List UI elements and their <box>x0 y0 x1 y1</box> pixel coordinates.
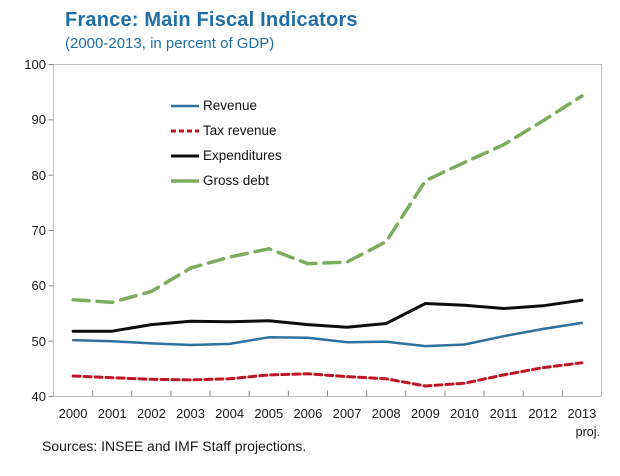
legend-label: Revenue <box>203 98 258 113</box>
legend-label: Expenditures <box>203 148 282 163</box>
x-axis-tick-label: 2001 <box>97 406 127 421</box>
plot-frame <box>53 64 602 397</box>
x-axis-tick-label: 2010 <box>450 406 479 421</box>
x-axis-tick-label: 2004 <box>215 406 245 421</box>
y-axis-tick-label: 60 <box>31 278 46 294</box>
chart-subtitle: (2000-2013, in percent of GDP) <box>65 35 275 52</box>
x-axis-tick-label: 2012 <box>528 406 558 421</box>
legend-label: Gross debt <box>203 173 270 188</box>
y-axis-tick-label: 50 <box>31 333 46 349</box>
y-axis-tick-label: 40 <box>31 389 46 404</box>
legend-item-expenditures: Expenditures <box>170 143 282 168</box>
legend-item-gross-debt: Gross debt <box>170 168 282 193</box>
series-line-expenditures <box>71 298 584 333</box>
series-line-tax-revenue <box>71 361 584 388</box>
y-axis-tick-label: 100 <box>24 57 46 72</box>
x-axis-tick-label: 2000 <box>58 406 88 421</box>
legend-swatch <box>171 104 199 107</box>
y-axis-tick-label: 80 <box>31 167 46 183</box>
legend-label: Tax revenue <box>203 123 277 138</box>
x-axis-tick-label: 2013 <box>567 406 597 421</box>
legend: Revenue Tax revenue Expenditures Gross debt <box>170 93 282 193</box>
x-axis-tick-label: 2002 <box>136 406 166 421</box>
x-axis-tick-label: 2006 <box>293 406 323 421</box>
sources-note: Sources: INSEE and IMF Staff projections… <box>42 438 307 454</box>
legend-swatch <box>171 178 199 183</box>
x-axis-tick-label: 2003 <box>176 406 205 421</box>
x-axis-tick-label: 2005 <box>254 406 284 421</box>
y-axis-tick-label: 70 <box>31 223 46 238</box>
legend-swatch <box>171 154 199 157</box>
x-axis-tick-label: 2009 <box>410 406 440 421</box>
legend-swatch <box>171 129 199 132</box>
series-line-revenue <box>71 321 584 348</box>
series-line-gross-debt <box>71 94 584 305</box>
x-axis-tick-label: 2007 <box>332 406 362 421</box>
legend-item-revenue: Revenue <box>170 93 282 118</box>
legend-item-tax-revenue: Tax revenue <box>170 118 282 143</box>
x-axis-tick-label: 2008 <box>371 406 401 421</box>
x-axis-proj-note: proj. <box>575 425 600 439</box>
y-axis-tick-label: 90 <box>31 112 46 128</box>
x-axis-tick-label: 2011 <box>489 406 518 421</box>
chart-title: France: Main Fiscal Indicators <box>65 9 358 31</box>
